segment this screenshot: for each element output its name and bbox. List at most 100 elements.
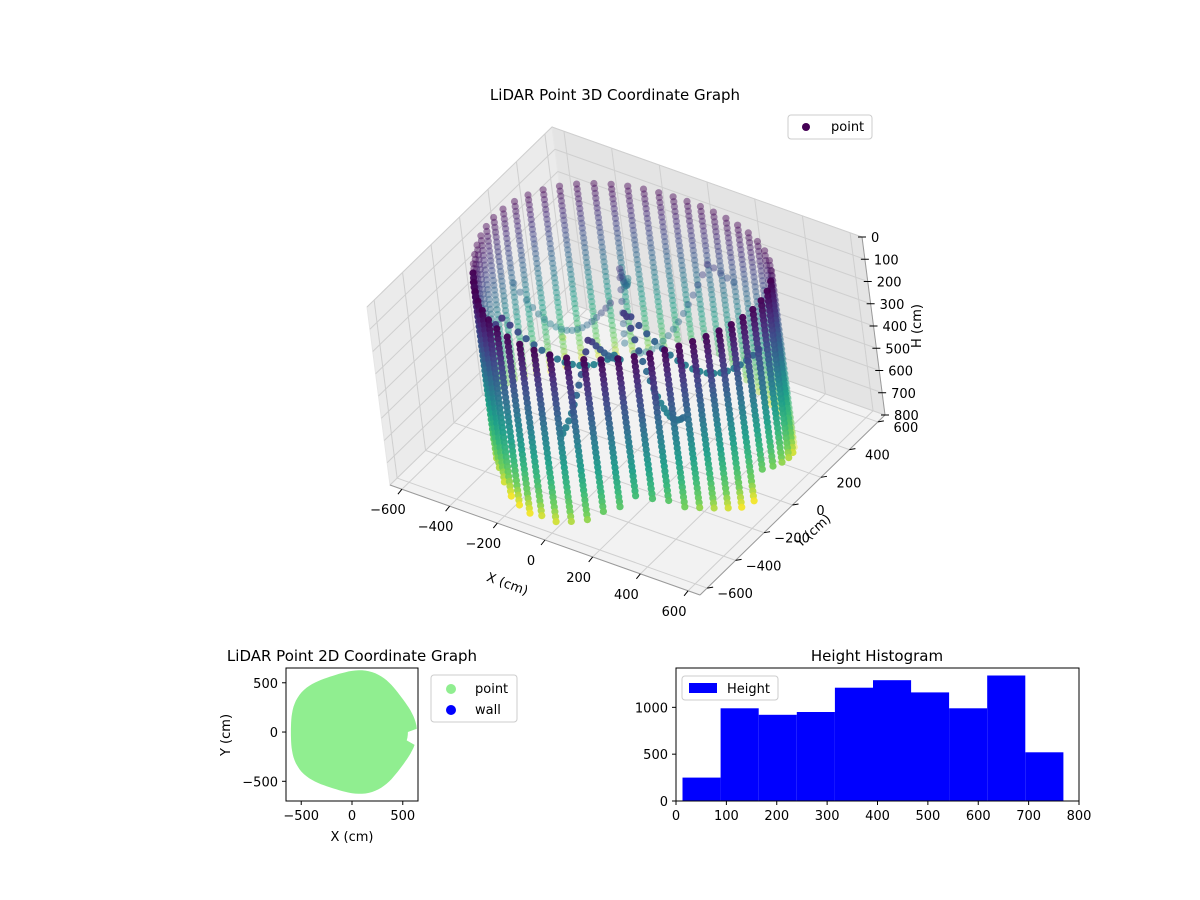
- chart-3d-point: [500, 210, 508, 218]
- chart-3d-point: [475, 256, 483, 264]
- chart-3d-point: [767, 271, 775, 279]
- chart-3d-point: [707, 281, 715, 289]
- chart-3d-point: [497, 267, 505, 275]
- chart-3d-point: [539, 304, 547, 312]
- chart-3d-point: [687, 232, 696, 240]
- histogram-bar: [873, 680, 912, 801]
- histogram-x-tick-label: 800: [1067, 809, 1092, 824]
- chart-3d-point: [544, 225, 552, 233]
- chart-3d-point: [620, 330, 628, 338]
- chart-3d-point: [482, 222, 490, 231]
- chart-3d-point: [655, 194, 663, 202]
- chart-3d-point: [498, 277, 506, 285]
- chart-3d-point: [719, 281, 727, 290]
- chart-3d-point: [703, 256, 712, 264]
- chart-3d-point: [629, 347, 637, 355]
- chart-3d-point: [606, 302, 614, 310]
- chart-3d-point: [493, 306, 501, 314]
- histogram-x-tick-label: 600: [966, 809, 991, 824]
- chart-3d-point: [722, 214, 730, 222]
- chart-3d-point: [526, 509, 534, 517]
- chart-3d-point: [726, 249, 734, 257]
- chart-3d-point: [546, 240, 554, 248]
- chart-3d-point: [652, 283, 660, 291]
- chart-3d-x-tick-label: −600: [370, 503, 406, 518]
- chart-3d-point: [575, 381, 583, 389]
- chart-3d-point: [627, 324, 635, 332]
- chart-3d-point: [675, 242, 684, 250]
- chart-3d-point: [762, 261, 771, 270]
- chart-3d-y-tick: [707, 586, 714, 589]
- chart-3d-point: [659, 337, 667, 345]
- chart-3d-point: [669, 301, 677, 309]
- chart-3d-point: [505, 254, 513, 262]
- chart-3d-point: [682, 296, 691, 304]
- chart-3d-point: [594, 209, 602, 217]
- chart-3d-point: [639, 305, 648, 313]
- histogram-bar: [911, 692, 950, 801]
- chart-3d-point: [644, 219, 652, 227]
- chart-3d-point: [713, 237, 721, 246]
- chart-3d-point: [619, 275, 627, 283]
- chart-3d-gridline: [375, 193, 561, 375]
- chart-3d-x-tick-label: 0: [527, 554, 535, 569]
- chart-3d-point: [699, 320, 707, 328]
- chart-3d-point: [582, 348, 590, 356]
- chart-3d-point: [703, 260, 711, 268]
- chart-3d-point: [607, 180, 615, 188]
- chart-3d-point: [710, 305, 718, 313]
- chart-3d-point: [657, 322, 665, 330]
- chart-3d-point: [674, 232, 682, 240]
- chart-3d-point: [530, 240, 538, 248]
- chart-3d-point: [647, 244, 655, 252]
- chart-3d-point: [585, 273, 593, 281]
- chart-3d-point: [698, 212, 706, 220]
- chart-3d-point: [696, 295, 704, 303]
- chart-3d-point: [523, 290, 531, 299]
- chart-3d-point: [524, 191, 532, 199]
- chart-3d-y-tick-label: 400: [865, 449, 890, 464]
- chart-3d-point: [576, 339, 584, 347]
- chart-3d-point: [613, 229, 622, 237]
- chart-3d-point: [596, 228, 604, 236]
- chart-3d-point: [644, 344, 653, 352]
- chart-3d-point: [573, 180, 581, 188]
- chart-3d-point: [638, 295, 646, 303]
- chart-3d-point: [618, 263, 626, 272]
- chart-3d-gridline: [381, 237, 567, 419]
- chart-3d-point: [487, 257, 495, 265]
- chart-3d-gridline: [551, 126, 863, 238]
- chart-3d-point: [619, 320, 628, 328]
- chart-3d-point: [542, 333, 551, 341]
- chart-3d-point: [485, 295, 493, 303]
- histogram-x-tick-label: 0: [672, 809, 680, 824]
- chart-3d-point: [511, 202, 519, 210]
- chart-3d-point: [489, 276, 497, 284]
- chart-3d-point: [536, 284, 544, 292]
- chart-3d-point: [677, 252, 685, 260]
- chart-3d-point: [586, 288, 595, 296]
- chart-3d-point: [571, 300, 579, 308]
- histogram-x-tick-label: 300: [815, 809, 840, 824]
- chart-3d-point: [526, 206, 534, 214]
- chart-3d-point: [767, 267, 776, 275]
- chart-3d-point: [552, 518, 560, 526]
- chart-3d-point: [724, 229, 732, 237]
- chart-3d-point: [742, 285, 750, 293]
- chart-3d-point: [557, 192, 565, 200]
- chart-3d-point: [544, 343, 552, 351]
- chart-3d-point: [500, 292, 508, 300]
- chart-3d-point: [641, 195, 649, 203]
- chart-3d-z-tick-label: 100: [874, 253, 899, 268]
- chart-3d-point: [527, 325, 535, 333]
- chart-3d-x-tick: [540, 539, 546, 546]
- chart-3d-point: [641, 314, 649, 322]
- chart-3d-point: [604, 287, 612, 295]
- chart-3d-point: [560, 216, 568, 224]
- chart-3d-point: [561, 221, 569, 229]
- chart-3d-point: [559, 207, 567, 215]
- chart-3d-point: [761, 247, 769, 255]
- chart-3d-point: [730, 279, 738, 287]
- chart-3d-point: [629, 221, 637, 229]
- chart-2d-ticks: −500 0 500 500 0 −500: [242, 677, 415, 824]
